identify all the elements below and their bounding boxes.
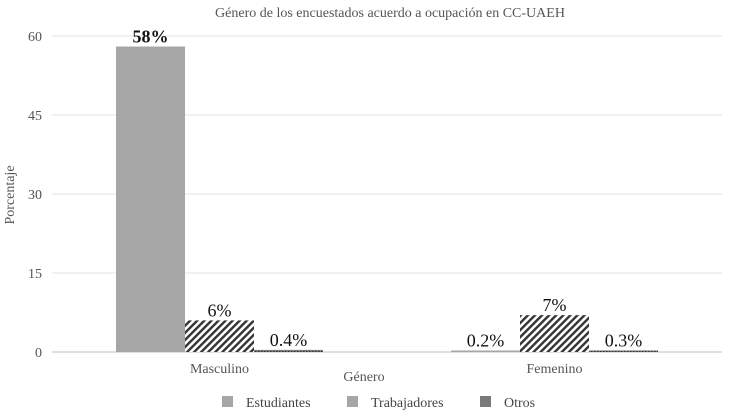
bar — [254, 349, 323, 352]
legend-label-otros: Otros — [504, 396, 535, 410]
data-labels: 58% 6% 0.4% 0.2% 7% 0.3% — [133, 27, 643, 351]
y-tick-label: 15 — [28, 267, 42, 282]
legend-label-trabajadores: Trabajadores — [371, 396, 444, 410]
y-tick-labels: 0 15 30 45 60 — [28, 30, 42, 361]
category-labels: Masculino Femenino — [190, 362, 583, 377]
x-axis-label: Género — [343, 370, 384, 385]
legend-swatch-otros — [480, 396, 491, 407]
y-tick-label: 0 — [35, 346, 42, 361]
y-tick-label: 30 — [28, 188, 42, 203]
legend-swatch-estudiantes — [222, 396, 233, 407]
bar — [185, 320, 254, 352]
data-label: 58% — [133, 27, 169, 47]
data-label: 7% — [543, 295, 567, 315]
data-label: 6% — [208, 300, 232, 320]
y-axis-label: Porcentaje — [3, 165, 18, 224]
bar — [589, 350, 658, 352]
data-label: 0.2% — [467, 331, 505, 351]
bars — [116, 46, 658, 353]
y-tick-label: 60 — [28, 30, 42, 45]
legend-label-estudiantes: Estudiantes — [246, 396, 311, 410]
legend-swatch-trabajadores — [347, 396, 358, 407]
y-tick-label: 45 — [28, 109, 42, 124]
data-label: 0.3% — [605, 330, 643, 350]
legend: Estudiantes Trabajadores Otros — [222, 396, 535, 410]
x-tick-label: Masculino — [190, 362, 249, 377]
bar — [451, 350, 520, 352]
bar — [116, 46, 185, 353]
x-tick-label: Femenino — [527, 362, 583, 377]
chart-title: Género de los encuestados acuerdo a ocup… — [215, 6, 565, 21]
data-label: 0.4% — [270, 330, 308, 350]
bar — [520, 315, 589, 352]
